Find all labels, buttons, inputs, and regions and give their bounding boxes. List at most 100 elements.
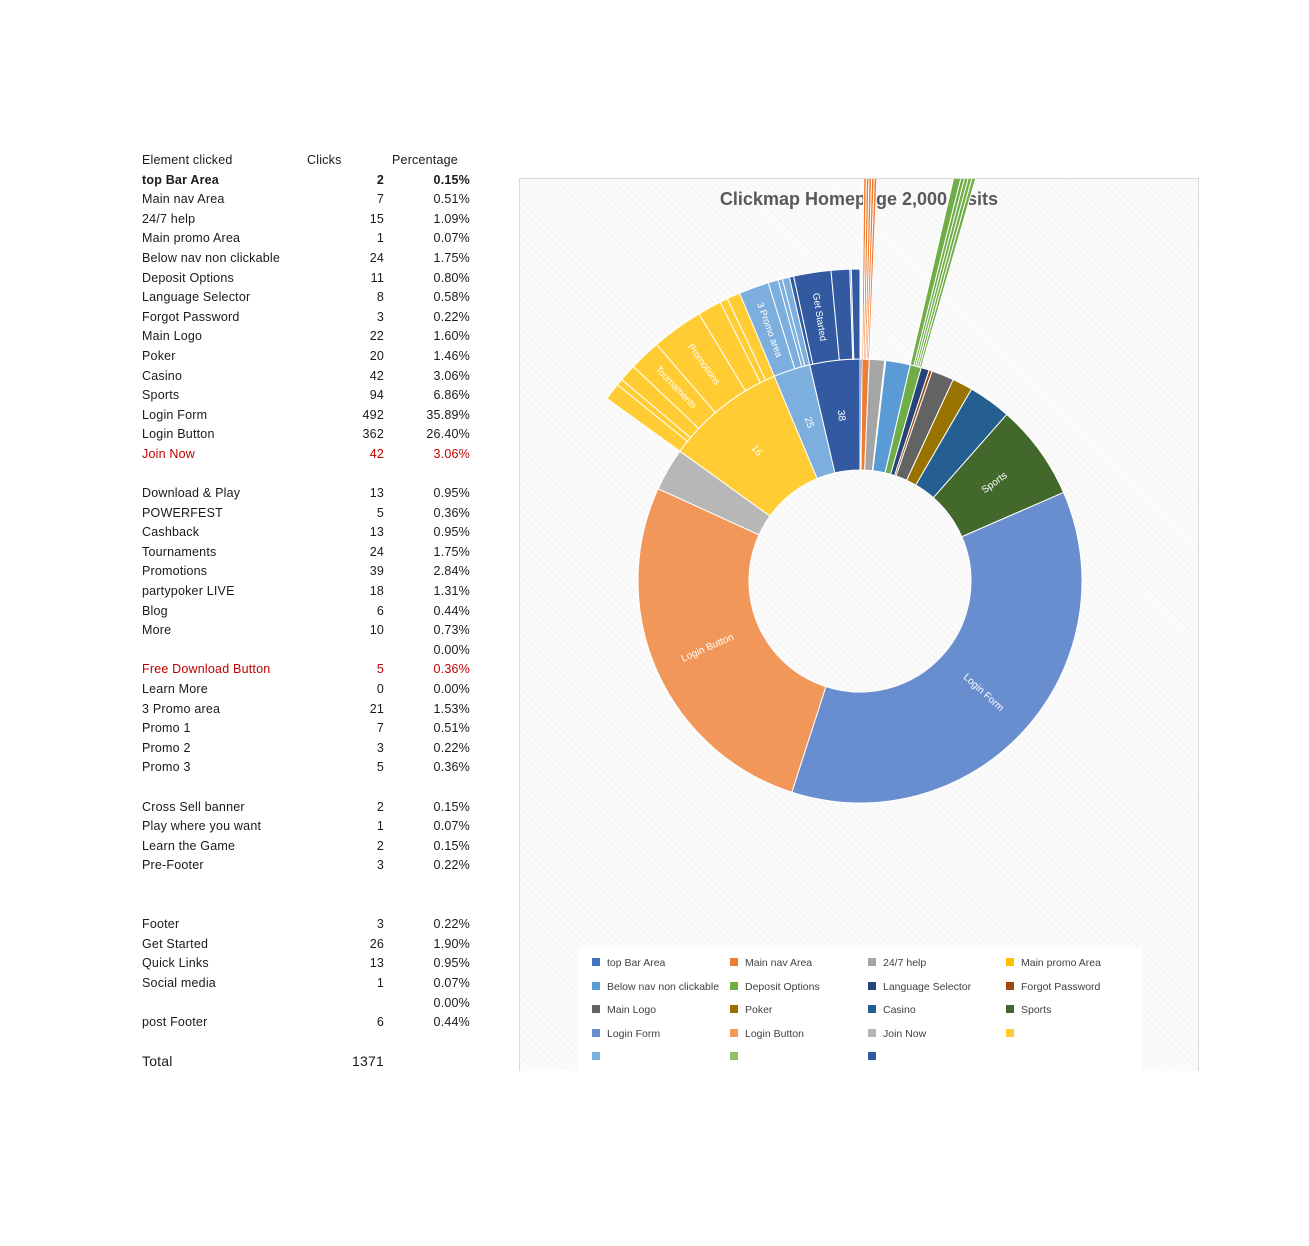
- table-row: 3 Promo area 21 1.53%: [138, 700, 478, 720]
- cell-clicks: 1: [376, 975, 384, 990]
- cell-element: Social media: [142, 975, 216, 990]
- slice-label: 38: [835, 409, 847, 422]
- table-row: Deposit Options 11 0.80%: [138, 269, 478, 289]
- cell-element: Free Download Button: [142, 662, 271, 677]
- table-row: Promotions 39 2.84%: [138, 562, 478, 582]
- cell-clicks: 22: [369, 329, 384, 344]
- inner-slice: [791, 491, 1083, 804]
- legend-item: [730, 1049, 745, 1065]
- legend-item: Language Selector: [868, 979, 971, 995]
- legend-swatch: [730, 1005, 738, 1014]
- cell-element: Cashback: [142, 525, 200, 540]
- cell-element: Main promo Area: [142, 231, 241, 246]
- legend-label: Login Form: [607, 1027, 661, 1040]
- cell-clicks: 21: [369, 701, 384, 716]
- cell-element: Footer: [142, 917, 180, 932]
- table-row: Learn More 0 0.00%: [138, 680, 478, 700]
- cell-clicks: 18: [369, 584, 384, 599]
- legend-swatch: [592, 1052, 600, 1061]
- legend-item: Sports: [1006, 1002, 1051, 1018]
- cell-percentage: 1.90%: [433, 936, 470, 951]
- cell-clicks: 3: [376, 309, 384, 324]
- cell-element: Promo 1: [142, 721, 191, 736]
- table-body: top Bar Area 2 0.15% Main nav Area 7 0.51% 24/…: [138, 171, 478, 1072]
- cell-percentage: 0.00%: [433, 995, 470, 1010]
- table-row: Quick Links 13 0.95%: [138, 954, 478, 974]
- cell-clicks: 94: [369, 388, 384, 403]
- legend-swatch: [730, 981, 738, 990]
- table-header-row: Element clicked Clicks Percentage: [138, 151, 478, 171]
- legend-swatch: [730, 1052, 738, 1061]
- cell-clicks: 26: [369, 936, 384, 951]
- table-row: Join Now 42 3.06%: [138, 445, 478, 465]
- cell-clicks: 0: [376, 682, 384, 697]
- cell-percentage: 0.22%: [433, 309, 470, 324]
- cell-clicks: 492: [362, 407, 384, 422]
- legend-label: Main Logo: [607, 1004, 657, 1016]
- table-row: Download & Play 13 0.95%: [138, 484, 478, 504]
- table-row: More 10 0.73%: [138, 621, 478, 641]
- cell-percentage: 0.95%: [433, 525, 470, 540]
- table-row: Learn the Game 2 0.15%: [138, 837, 478, 857]
- table-row: Poker 20 1.46%: [138, 347, 478, 367]
- cell-element: Download & Play: [142, 486, 241, 501]
- table-row: partypoker LIVE 18 1.31%: [138, 582, 478, 602]
- legend-swatch: [730, 958, 738, 967]
- cell-element: Login Form: [142, 407, 208, 422]
- cell-clicks: 39: [369, 564, 384, 579]
- cell-element: Promo 3: [142, 760, 191, 775]
- spreadsheet-table: Element clicked Clicks Percentage top Ba…: [138, 151, 478, 1072]
- table-row: Promo 1 7 0.51%: [138, 719, 478, 739]
- cell-element: Play where you want: [142, 819, 262, 834]
- cell-element: 3 Promo area: [142, 701, 221, 716]
- cell-clicks: 5: [376, 760, 384, 775]
- legend-label: Main promo Area: [1021, 957, 1101, 969]
- table-row: [138, 1033, 478, 1053]
- table-row: Pre-Footer 3 0.22%: [138, 856, 478, 876]
- cell-clicks: 42: [369, 368, 384, 383]
- chart-legend: top Bar Area Main nav Area 24/7 help Main p…: [578, 947, 1142, 1072]
- table-row: Blog 6 0.44%: [138, 602, 478, 622]
- cell-percentage: 1.09%: [433, 211, 470, 226]
- table-row: 24/7 help 15 1.09%: [138, 210, 478, 230]
- cell-clicks: 3: [376, 740, 384, 755]
- cell-percentage: 0.00%: [433, 682, 470, 697]
- cell-element: partypoker LIVE: [142, 584, 235, 599]
- cell-element: Pre-Footer: [142, 858, 204, 873]
- cell-percentage: 1.53%: [433, 701, 470, 716]
- legend-label: Join Now: [883, 1027, 927, 1040]
- table-row: Get Started 26 1.90%: [138, 935, 478, 955]
- table-row: Promo 3 5 0.36%: [138, 758, 478, 778]
- cell-clicks: 3: [376, 917, 384, 932]
- table-row: Sports 94 6.86%: [138, 386, 478, 406]
- legend-swatch: [868, 981, 876, 990]
- cell-percentage: 6.86%: [433, 388, 470, 403]
- cell-percentage: 0.73%: [433, 623, 470, 638]
- table-row: [138, 778, 478, 798]
- cell-clicks: 7: [376, 192, 384, 207]
- cell-clicks: 15: [369, 211, 384, 226]
- cell-clicks: 24: [369, 544, 384, 559]
- table-row: Total 1371: [138, 1052, 478, 1072]
- legend-swatch: [868, 1028, 876, 1037]
- legend-item: [868, 1049, 883, 1065]
- cell-percentage: 26.40%: [426, 427, 470, 442]
- legend-item: Deposit Options: [730, 979, 820, 995]
- legend-swatch: [592, 958, 600, 967]
- legend-item: [1006, 1026, 1021, 1042]
- cell-percentage: 0.95%: [433, 486, 470, 501]
- chart-area[interactable]: Clickmap Homepage 2,000 visits Sports Log…: [519, 178, 1199, 1072]
- legend-label: Language Selector: [883, 980, 972, 993]
- legend-label: Sports: [1021, 1004, 1052, 1016]
- cell-percentage: 35.89%: [426, 407, 470, 422]
- cell-element: Cross Sell banner: [142, 799, 245, 814]
- outer-slice: [850, 268, 861, 360]
- legend-label: top Bar Area: [607, 957, 666, 969]
- legend-item: Below nav non clickable: [592, 979, 719, 995]
- cell-percentage: 0.07%: [433, 975, 470, 990]
- table-row: Social media 1 0.07%: [138, 974, 478, 994]
- cell-percentage: 0.51%: [433, 721, 470, 736]
- cell-element: Join Now: [142, 446, 196, 461]
- cell-element: Get Started: [142, 936, 209, 951]
- header-percentage: Percentage: [392, 153, 458, 167]
